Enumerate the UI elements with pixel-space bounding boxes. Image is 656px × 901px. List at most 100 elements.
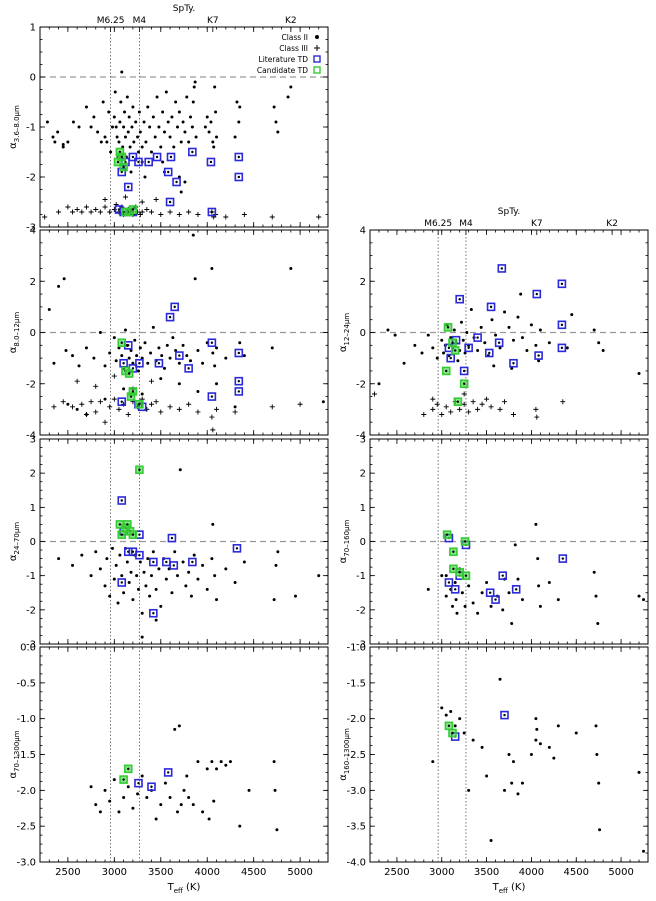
class2-point: [386, 328, 390, 332]
literature-td-center: [560, 323, 564, 327]
class2-point: [444, 713, 448, 717]
class2-point: [71, 120, 75, 124]
class2-point: [112, 778, 116, 782]
literature-td-center: [150, 785, 153, 788]
literature-td-point: [234, 152, 244, 162]
class2-point: [123, 110, 127, 114]
literature-td-point: [207, 392, 217, 401]
class3-point: [269, 214, 275, 220]
literature-td-center: [173, 305, 176, 309]
class2-point: [592, 570, 596, 574]
y-tick-label: 1: [30, 503, 36, 514]
class2-point: [510, 366, 514, 370]
class3-point: [479, 401, 485, 407]
literature-td-center: [210, 210, 214, 214]
class2-point: [233, 135, 237, 139]
class2-point: [174, 100, 178, 104]
class2-point: [187, 140, 191, 144]
class2-point: [209, 120, 213, 124]
class2-point: [108, 594, 112, 598]
class2-point: [140, 145, 144, 149]
literature-td-center: [537, 354, 540, 357]
literature-td-point: [170, 302, 180, 312]
class3-point: [158, 212, 164, 217]
literature-td-center: [138, 553, 141, 557]
literature-td-point: [152, 152, 162, 162]
class2-point: [247, 788, 251, 792]
class2-point: [503, 310, 507, 314]
data-layer: [426, 522, 646, 625]
class3-point: [443, 404, 449, 410]
y-tick-label: -2: [356, 605, 366, 616]
class2-point: [146, 557, 150, 561]
literature-td-center: [237, 175, 241, 179]
class2-point: [498, 677, 502, 681]
class2-point: [179, 803, 183, 807]
class2-point: [520, 598, 524, 602]
literature-td-center: [467, 346, 470, 350]
class2-point: [131, 105, 135, 109]
class2-point: [160, 354, 164, 358]
y-tick-label: 4: [30, 226, 36, 237]
class2-point: [163, 781, 167, 785]
literature-td-point: [149, 557, 158, 567]
class2-point: [172, 145, 176, 149]
class3-point: [371, 391, 377, 397]
class2-point: [181, 343, 185, 347]
class2-point: [130, 125, 134, 129]
y-tick-label: 0: [360, 328, 366, 339]
literature-td-point: [464, 343, 473, 353]
y-tick-label: -1.5: [16, 750, 36, 761]
class2-point: [140, 635, 144, 639]
class2-point: [201, 361, 205, 365]
literature-td-center: [127, 185, 130, 189]
candidate-td-center: [464, 574, 468, 577]
class2-point: [238, 105, 242, 109]
literature-td-center: [124, 160, 127, 164]
class2-point: [134, 120, 138, 124]
literature-td-point: [169, 561, 179, 570]
class2-point: [168, 356, 172, 360]
literature-td-center: [237, 155, 241, 159]
literature-td-center: [168, 200, 172, 204]
class2-point: [84, 346, 88, 350]
class2-point: [129, 170, 133, 174]
candidate-td-center: [118, 523, 122, 526]
candidate-td-center: [120, 341, 123, 344]
class2-point: [224, 567, 228, 571]
class2-point: [149, 150, 153, 154]
class2-point: [117, 346, 121, 350]
class2-point: [179, 190, 183, 194]
class2-point: [193, 80, 197, 84]
class2-point: [449, 336, 453, 340]
class3-point: [297, 401, 303, 407]
class2-point: [136, 369, 140, 373]
class2-point: [507, 591, 511, 595]
class3-point: [97, 209, 103, 215]
class2-point: [242, 354, 246, 358]
class2-point: [183, 130, 187, 134]
class2-point: [98, 331, 102, 334]
class2-point: [210, 266, 214, 270]
class3-point: [116, 406, 122, 412]
y-axis-label: α70–1300μm: [8, 730, 21, 778]
class2-point: [177, 724, 181, 728]
class3-point: [51, 404, 57, 410]
class2-point: [489, 604, 493, 608]
class2-point: [181, 120, 185, 124]
class3-point: [461, 391, 467, 397]
class2-point: [637, 372, 641, 375]
class2-point: [597, 341, 601, 345]
class2-point: [597, 781, 601, 785]
y-axis-label: α3.6–8.0μm: [8, 105, 21, 149]
class3-point: [484, 396, 490, 402]
class3-point: [421, 412, 427, 417]
class2-point: [235, 100, 239, 104]
class2-point: [426, 333, 430, 337]
class2-point: [107, 110, 111, 114]
class2-point: [529, 753, 533, 756]
class2-point: [129, 570, 133, 574]
class2-point: [214, 110, 218, 114]
class3-point: [111, 373, 117, 379]
class2-point: [516, 577, 520, 581]
